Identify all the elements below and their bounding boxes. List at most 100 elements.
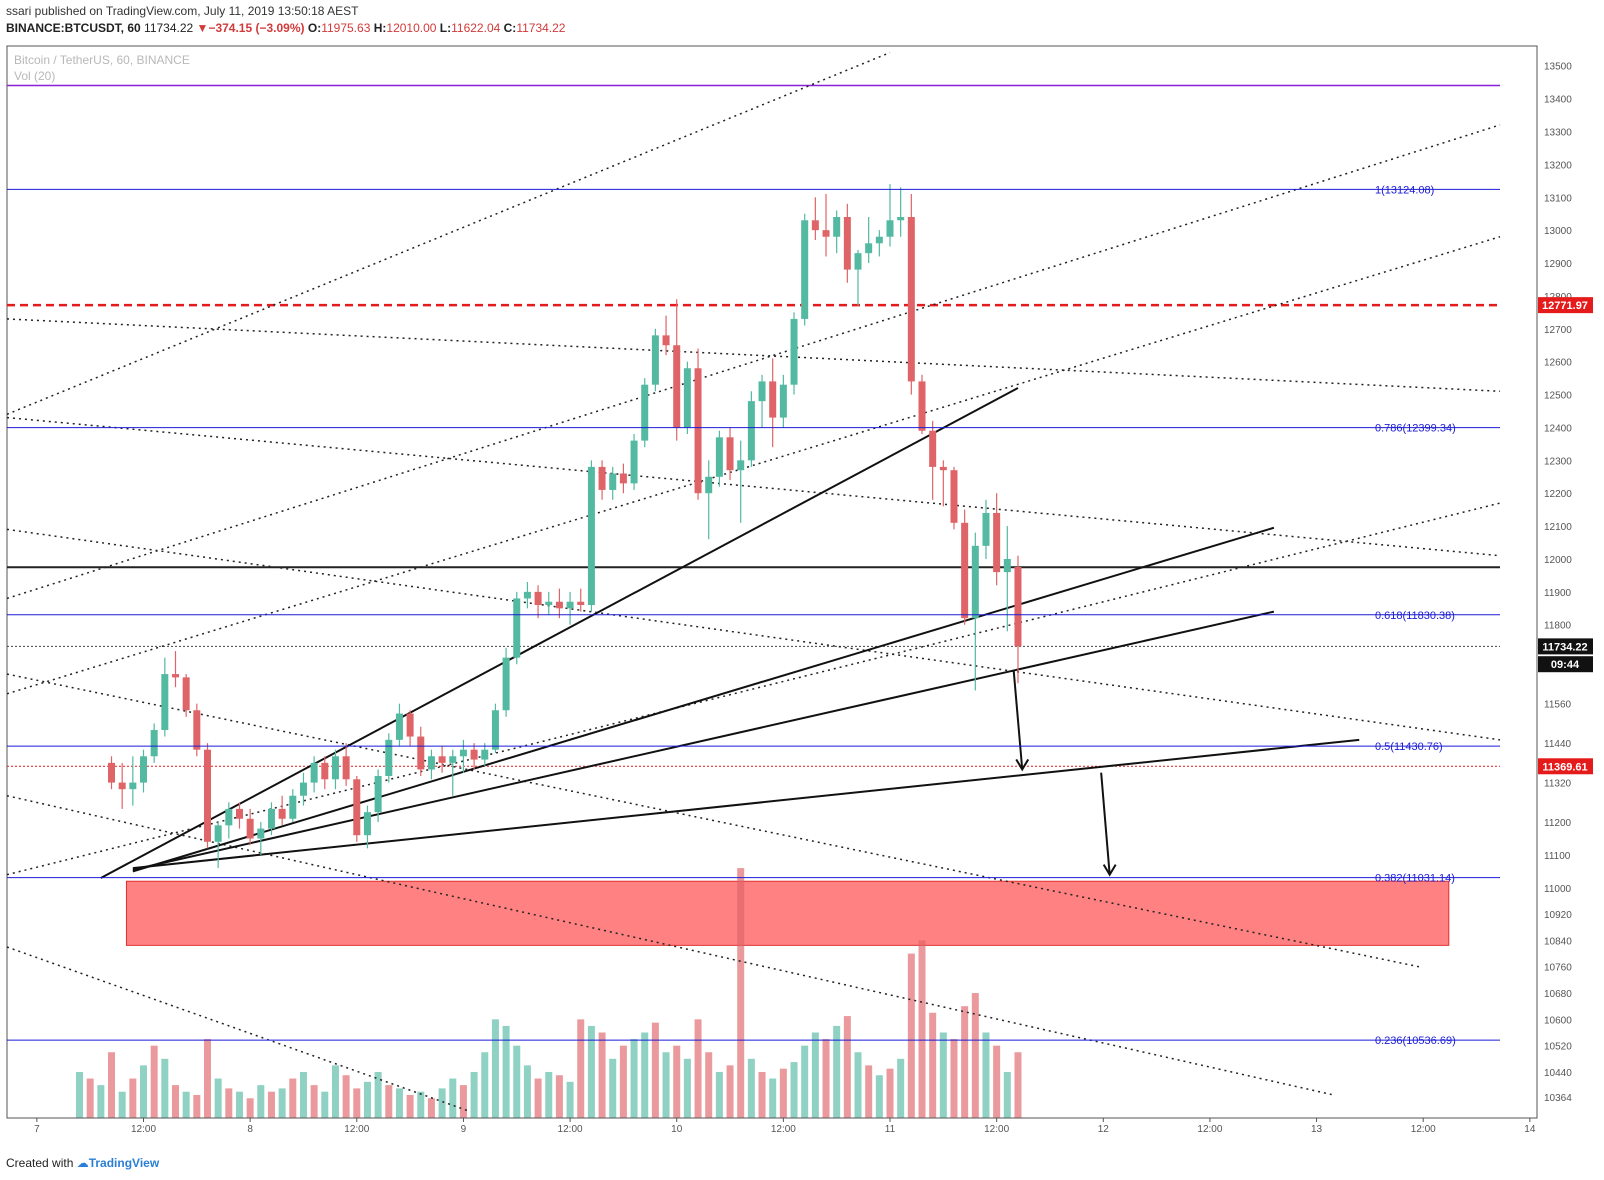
candle-body [929, 430, 937, 467]
candle-body [683, 368, 691, 428]
volume-bar [502, 1025, 510, 1118]
candle-body [737, 460, 745, 471]
volume-bar [321, 1091, 329, 1118]
candle-body [779, 384, 787, 418]
fib-label: 0.786(12399.34) [1375, 423, 1456, 435]
candle-body [726, 437, 734, 471]
x-tick-label: 12:00 [131, 1124, 156, 1135]
volume-bar [76, 1071, 84, 1118]
pane-title: Bitcoin / TetherUS, 60, BINANCE [14, 53, 190, 67]
x-tick-label: 10 [671, 1124, 683, 1135]
candle-body [961, 522, 969, 619]
x-tick-label: 12:00 [558, 1124, 583, 1135]
candle-body [555, 601, 563, 609]
candle-body [449, 756, 457, 763]
change-value: −374.15 (−3.09%) [208, 21, 305, 35]
candle-body [801, 220, 809, 319]
candle-body [481, 749, 489, 760]
y-tick-label: 11440 [1544, 739, 1572, 750]
candle-body [353, 779, 361, 836]
x-tick-label: 9 [461, 1124, 467, 1135]
horizontal-lines [7, 84, 1500, 767]
volume-bar [705, 1052, 713, 1118]
price-label-box [1538, 656, 1593, 673]
y-tick-label: 11900 [1544, 588, 1572, 599]
x-tick-label: 12:00 [344, 1124, 369, 1135]
footer-brand[interactable]: TradingView [88, 1156, 160, 1170]
x-tick-label: 12:00 [1411, 1124, 1436, 1135]
price-axis-labels: 12771.97 11734.22 09:44 11369.61 [1538, 297, 1593, 775]
volume-bar [982, 1032, 990, 1118]
y-tick-label: 10680 [1544, 989, 1572, 1000]
candle-body [854, 253, 862, 270]
price-label-text: 12771.97 [1542, 300, 1588, 312]
volume-bar [630, 1039, 638, 1118]
candle-body [289, 795, 297, 819]
volume-bar [427, 1098, 435, 1118]
volume-bar [577, 1019, 585, 1118]
volume-bar [118, 1091, 126, 1118]
y-tick-label: 12100 [1544, 522, 1572, 533]
candle-body [811, 220, 819, 231]
volume-bar [641, 1032, 649, 1118]
volume-bar [822, 1039, 830, 1118]
x-tick-label: 12:00 [1197, 1124, 1222, 1135]
candle-body [427, 756, 435, 770]
volume-bar [278, 1088, 286, 1118]
volume-bar [790, 1062, 798, 1118]
high-label: H: [373, 21, 387, 35]
dotted-trendline [6, 236, 1501, 695]
x-tick-label: 13 [1311, 1124, 1323, 1135]
volume-bar [811, 1032, 819, 1118]
volume-bar [235, 1091, 243, 1118]
dotted-trendline [6, 673, 1420, 968]
candle-body [822, 230, 830, 237]
y-tick-label: 13100 [1544, 193, 1572, 204]
footer: Created with ☁TradingView [6, 1156, 159, 1170]
candle-body [598, 466, 606, 490]
y-tick-label: 10364 [1544, 1093, 1572, 1104]
candle-body [886, 220, 894, 237]
candle-body [971, 545, 979, 619]
trendline [132, 610, 1275, 871]
footer-created-with: Created with [6, 1156, 74, 1170]
symbol-name: BINANCE:BTCUSDT, 60 [6, 21, 141, 35]
volume-bar [150, 1045, 158, 1118]
volume-indicator-label: Vol (20) [14, 69, 55, 83]
dotted-trendline [6, 946, 471, 1113]
y-tick-label: 12900 [1544, 259, 1572, 270]
arrow-head-icon [1015, 758, 1030, 772]
volume-bar [299, 1071, 307, 1118]
candle-body [502, 657, 510, 711]
candle-body [491, 710, 499, 750]
candle-body [374, 776, 382, 813]
volume-bar [1014, 1052, 1022, 1118]
y-tick-label: 12300 [1544, 456, 1572, 467]
price-label-text: 11369.61 [1542, 761, 1587, 773]
volume-bar [203, 1039, 211, 1118]
candles [108, 184, 1022, 869]
volume-bar [950, 1039, 958, 1118]
candle-body [257, 828, 265, 839]
volume-bar [225, 1088, 233, 1118]
change-arrow-icon: ▼ [196, 21, 209, 35]
x-tick-label: 7 [34, 1124, 40, 1135]
fib-levels: 1(13124.08) 0.786(12399.34) 0.618(11830.38… [7, 184, 1500, 1047]
plot-frame [6, 45, 1538, 1119]
candle-body [406, 713, 414, 737]
published-text: ssari published on TradingView.com, July… [6, 4, 359, 18]
volume-bar [769, 1078, 777, 1118]
candle-body [865, 243, 873, 254]
price-label-box [1538, 638, 1593, 655]
y-tick-label: 12500 [1544, 391, 1572, 402]
tradingview-logo-icon[interactable]: ☁ [76, 1156, 89, 1170]
volume-bar [715, 1071, 723, 1118]
y-tick-label: 11000 [1544, 884, 1572, 895]
dotted-trendline [6, 795, 1334, 1096]
arrow-shaft [1100, 772, 1111, 875]
candle-body [171, 674, 179, 678]
price-chart[interactable]: Bitcoin / TetherUS, 60, BINANCE Vol (20)… [0, 0, 1604, 1150]
price-label-text: 09:44 [1551, 659, 1580, 671]
dotted-trendline [6, 416, 1501, 557]
candle-body [267, 808, 275, 829]
